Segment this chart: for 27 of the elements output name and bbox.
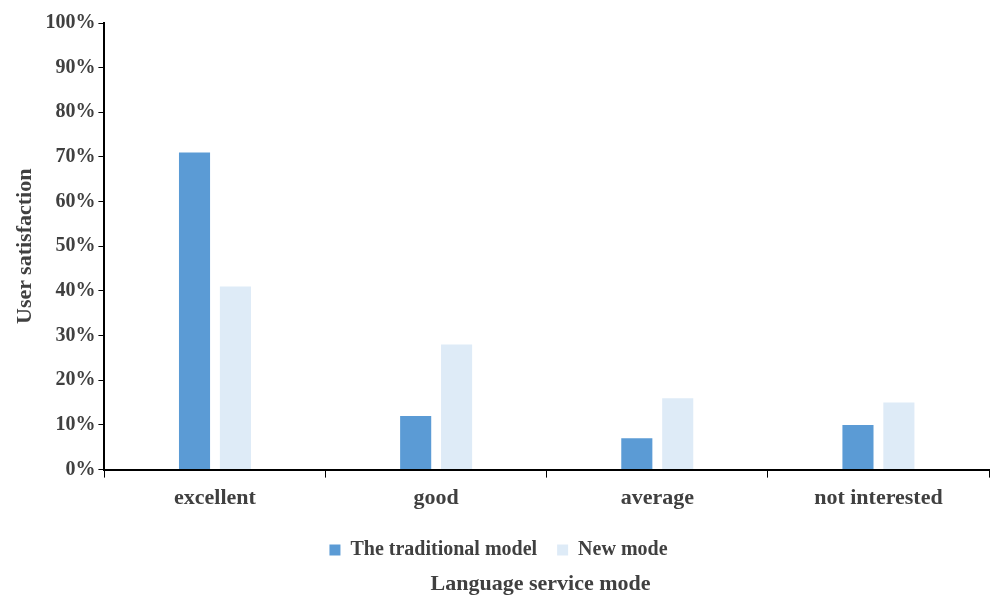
bar (842, 424, 874, 470)
x-tick-label: not interested (814, 484, 943, 510)
x-tick-label: excellent (174, 484, 257, 510)
bar (662, 398, 694, 470)
y-tick-label: 50% (55, 233, 96, 256)
bar (400, 416, 432, 470)
y-axis-title: User satisfaction (10, 168, 36, 325)
x-tick-label: good (413, 484, 459, 510)
x-tick-label: average (620, 484, 695, 510)
bar (178, 152, 211, 470)
y-tick-label: 10% (55, 412, 96, 435)
y-tick-label: 40% (55, 278, 96, 301)
y-tick-label: 90% (55, 54, 96, 77)
y-tick-label: 60% (55, 188, 96, 211)
y-tick-label: 80% (55, 99, 96, 122)
y-tick-label: 70% (55, 144, 96, 167)
bar (621, 438, 653, 470)
x-axis-title: Language service mode (429, 570, 652, 596)
bar (441, 344, 473, 470)
y-tick-label: 100% (45, 10, 96, 33)
y-tick-label: 0% (65, 456, 96, 479)
bar (219, 286, 251, 470)
bar (883, 402, 915, 470)
y-tick-label: 20% (55, 367, 96, 390)
legend-label: The traditional model (350, 537, 538, 560)
legend-label: New mode (578, 537, 668, 560)
y-tick-label: 30% (55, 322, 96, 345)
